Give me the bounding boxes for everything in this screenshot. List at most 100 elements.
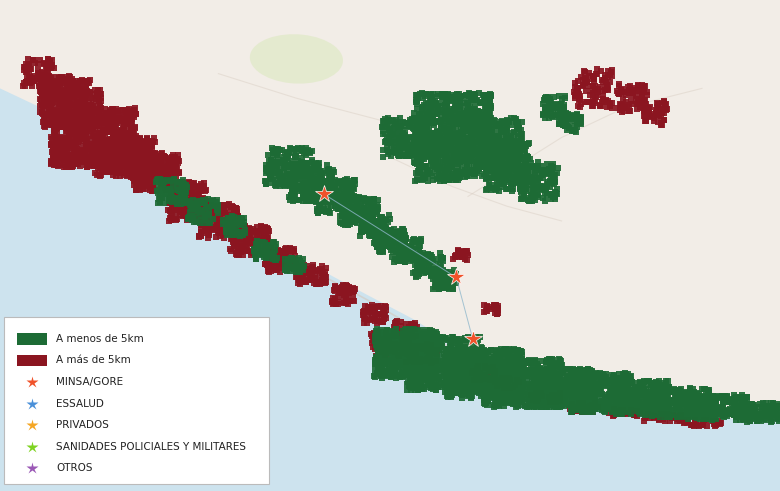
Point bbox=[503, 370, 516, 378]
Point bbox=[495, 347, 508, 355]
Point bbox=[490, 140, 502, 148]
Point bbox=[435, 174, 448, 182]
Point bbox=[392, 363, 404, 371]
Point bbox=[526, 163, 538, 171]
Point bbox=[147, 150, 159, 158]
Point bbox=[516, 180, 528, 188]
Point bbox=[482, 397, 495, 405]
Point bbox=[394, 240, 406, 247]
Point bbox=[94, 147, 106, 155]
Point bbox=[126, 150, 139, 158]
Point bbox=[450, 377, 463, 384]
Point bbox=[307, 161, 320, 168]
Point bbox=[530, 164, 543, 172]
Point bbox=[454, 153, 466, 161]
Point bbox=[475, 380, 488, 387]
Point bbox=[346, 183, 359, 191]
Point bbox=[414, 358, 427, 366]
Point bbox=[168, 177, 180, 185]
Point bbox=[444, 134, 456, 141]
Point bbox=[541, 400, 554, 408]
Point bbox=[651, 408, 663, 416]
Point bbox=[505, 153, 518, 161]
Point bbox=[407, 365, 420, 373]
Point bbox=[402, 250, 415, 258]
Point bbox=[638, 386, 651, 394]
Point bbox=[514, 194, 526, 202]
Point bbox=[117, 111, 129, 119]
Point bbox=[488, 374, 500, 382]
Point bbox=[328, 298, 340, 305]
Point bbox=[420, 135, 432, 143]
Point bbox=[402, 370, 415, 378]
Point bbox=[20, 78, 32, 86]
Point bbox=[729, 394, 742, 402]
Point bbox=[576, 398, 589, 406]
Point bbox=[732, 403, 744, 410]
Point bbox=[448, 352, 461, 360]
Point bbox=[615, 393, 627, 401]
Point bbox=[412, 352, 424, 359]
Point bbox=[187, 179, 200, 187]
Point bbox=[59, 82, 72, 90]
Point bbox=[427, 361, 439, 369]
Point bbox=[647, 389, 659, 397]
Point bbox=[523, 163, 536, 171]
Point bbox=[129, 159, 141, 166]
Point bbox=[564, 381, 576, 389]
Point bbox=[304, 148, 317, 156]
Point bbox=[58, 110, 70, 118]
Point bbox=[484, 181, 497, 189]
Point bbox=[105, 110, 118, 118]
Point bbox=[54, 162, 66, 169]
Point bbox=[679, 399, 692, 407]
Point bbox=[512, 379, 525, 386]
Point bbox=[484, 358, 496, 366]
Point bbox=[450, 130, 463, 137]
Point bbox=[289, 268, 302, 275]
Point bbox=[141, 165, 154, 173]
Point bbox=[614, 408, 626, 416]
Point bbox=[377, 347, 389, 355]
Point bbox=[105, 112, 117, 120]
Point bbox=[426, 376, 438, 383]
Point bbox=[558, 94, 571, 102]
Point bbox=[499, 379, 512, 386]
Point bbox=[406, 117, 418, 125]
Point bbox=[407, 321, 420, 328]
Point bbox=[468, 138, 480, 146]
Point bbox=[654, 402, 667, 410]
Point bbox=[344, 220, 356, 228]
Point bbox=[530, 366, 543, 374]
Point bbox=[372, 310, 385, 318]
Point bbox=[414, 360, 427, 368]
Point bbox=[448, 364, 460, 372]
Point bbox=[165, 189, 177, 196]
Point bbox=[76, 76, 89, 84]
Point bbox=[483, 374, 495, 382]
Point bbox=[441, 99, 454, 107]
Point bbox=[630, 412, 643, 420]
Point bbox=[291, 184, 303, 192]
Point bbox=[378, 239, 391, 247]
Point bbox=[48, 150, 61, 158]
Point bbox=[380, 225, 392, 233]
Point bbox=[77, 131, 90, 138]
Point bbox=[415, 384, 427, 392]
Point bbox=[420, 118, 433, 126]
Point bbox=[536, 168, 548, 176]
Point bbox=[118, 171, 130, 179]
Point bbox=[80, 135, 93, 143]
Point bbox=[70, 109, 83, 117]
Point bbox=[697, 385, 710, 393]
Point bbox=[458, 114, 470, 122]
Point bbox=[424, 359, 437, 367]
Point bbox=[330, 284, 342, 292]
Point bbox=[373, 333, 385, 341]
Point bbox=[434, 338, 447, 346]
Point bbox=[90, 146, 103, 154]
Point bbox=[546, 371, 558, 379]
Point bbox=[705, 397, 718, 405]
Point bbox=[700, 422, 713, 430]
Point bbox=[602, 84, 615, 92]
